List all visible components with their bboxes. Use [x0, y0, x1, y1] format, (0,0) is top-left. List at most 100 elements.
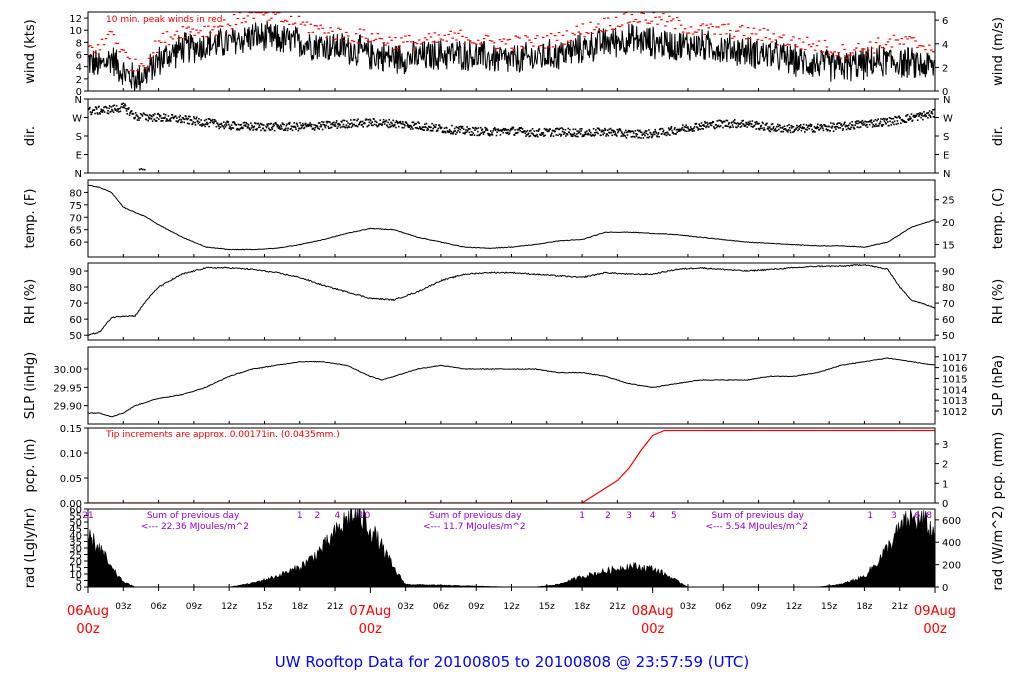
wind-dir-point: [306, 125, 308, 128]
wind-dir-point: [876, 119, 878, 122]
wind-dir-point: [605, 135, 607, 137]
wind-dir-point: [142, 168, 144, 171]
wind-dir-point: [584, 133, 587, 136]
panel-data-pcp: [88, 429, 935, 503]
wind-dir-point: [492, 130, 494, 132]
wind-dir-point: [757, 123, 759, 125]
wind-dir-point: [668, 129, 671, 131]
wind-dir-point: [513, 134, 516, 136]
wind-dir-point: [212, 122, 215, 125]
wind-dir-point: [106, 107, 108, 109]
wind-dir-point: [209, 121, 211, 124]
wind-dir-point: [317, 127, 319, 130]
wind-dir-point: [269, 129, 272, 131]
wind-dir-point: [193, 116, 195, 118]
wind-dir-point: [373, 123, 376, 126]
wind-dir-point: [297, 129, 300, 132]
wind-dir-point: [497, 128, 499, 130]
wind-dir-point: [337, 125, 340, 128]
wind-dir-point: [706, 123, 709, 126]
wind-dir-point: [791, 127, 793, 129]
wind-dir-point: [583, 133, 586, 136]
wind-dir-point: [225, 124, 228, 126]
right-tick-label-rad: 0: [942, 583, 948, 594]
wind-dir-point: [134, 112, 137, 114]
wind-dir-point: [543, 127, 546, 130]
right-tick-label-slp: 1013: [942, 396, 967, 407]
wind-dir-point: [697, 128, 700, 130]
wind-dir-point: [248, 127, 250, 129]
wind-dir-point: [594, 134, 597, 136]
rad-hour-label: 10: [359, 511, 371, 521]
wind-dir-point: [203, 123, 205, 126]
wind-dir-point: [762, 129, 765, 131]
wind-dir-point: [277, 124, 279, 127]
wind-dir-point: [848, 128, 851, 130]
wind-dir-point: [162, 120, 164, 122]
wind-dir-point: [107, 112, 110, 115]
wind-dir-point: [870, 119, 873, 121]
left-tick-label-dir: N: [75, 95, 82, 106]
wind-dir-point: [399, 121, 401, 124]
wind-dir-point: [411, 126, 413, 129]
wind-dir-point: [625, 129, 627, 132]
wind-dir-point: [533, 134, 535, 137]
wind-dir-point: [163, 113, 165, 115]
wind-dir-point: [636, 133, 638, 136]
right-tick-label-wind: 2: [942, 63, 948, 74]
wind-dir-point: [711, 122, 713, 124]
right-tick-label-rad: 200: [942, 561, 961, 572]
wind-dir-point: [750, 125, 752, 128]
wind-dir-point: [826, 125, 828, 128]
wind-dir-point: [469, 128, 471, 130]
wind-dir-point: [408, 126, 411, 129]
wind-dir-point: [818, 129, 821, 131]
wind-dir-point: [316, 125, 319, 128]
wind-dir-point: [869, 119, 872, 122]
wind-dir-point: [570, 133, 572, 136]
wind-dir-point: [511, 126, 514, 129]
wind-dir-point: [409, 124, 411, 127]
rad-hour-label: 6: [914, 511, 920, 521]
wind-dir-point: [198, 121, 201, 123]
right-tick-label-slp: 1015: [942, 374, 967, 385]
wind-dir-point: [527, 132, 530, 135]
wind-dir-point: [883, 120, 886, 122]
wind-dir-point: [626, 134, 629, 136]
wind-dir-point: [390, 121, 392, 124]
wind-dir-point: [456, 131, 458, 134]
wind-dir-point: [456, 126, 459, 129]
wind-dir-point: [908, 118, 911, 120]
wind-dir-point: [745, 123, 748, 125]
wind-dir-point: [95, 108, 98, 110]
wind-dir-point: [742, 119, 744, 122]
wind-dir-point: [875, 123, 877, 125]
wind-dir-point: [195, 118, 197, 120]
wind-dir-point: [370, 122, 372, 125]
wind-dir-point: [460, 126, 463, 128]
wind-dir-point: [890, 124, 892, 126]
wind-dir-point: [913, 116, 916, 118]
wind-dir-point: [382, 118, 385, 121]
wind-dir-point: [117, 111, 120, 113]
wind-dir-point: [748, 122, 751, 125]
wind-dir-point: [405, 121, 407, 124]
wind-dir-point: [740, 125, 743, 127]
wind-dir-point: [584, 131, 586, 134]
wind-dir-point: [501, 129, 503, 132]
wind-dir-point: [419, 127, 422, 129]
wind-dir-point: [670, 127, 672, 129]
wind-dir-point: [422, 126, 425, 128]
rad-hour-label: 5: [671, 511, 677, 521]
wind-dir-point: [417, 128, 420, 130]
wind-dir-point: [361, 120, 364, 123]
wind-dir-point: [199, 124, 202, 126]
ylabel-left-temp: temp. (F): [23, 189, 38, 249]
wind-dir-point: [215, 125, 218, 128]
wind-dir-point: [450, 132, 452, 135]
wind-dir-point: [288, 123, 291, 125]
wind-dir-point: [505, 132, 507, 134]
wind-dir-point: [437, 127, 440, 130]
panel-rh: 50 60 70 80 90 50 60 70 80 90 RH (%) RH (%): [23, 262, 1006, 342]
wind-dir-point: [644, 134, 646, 137]
